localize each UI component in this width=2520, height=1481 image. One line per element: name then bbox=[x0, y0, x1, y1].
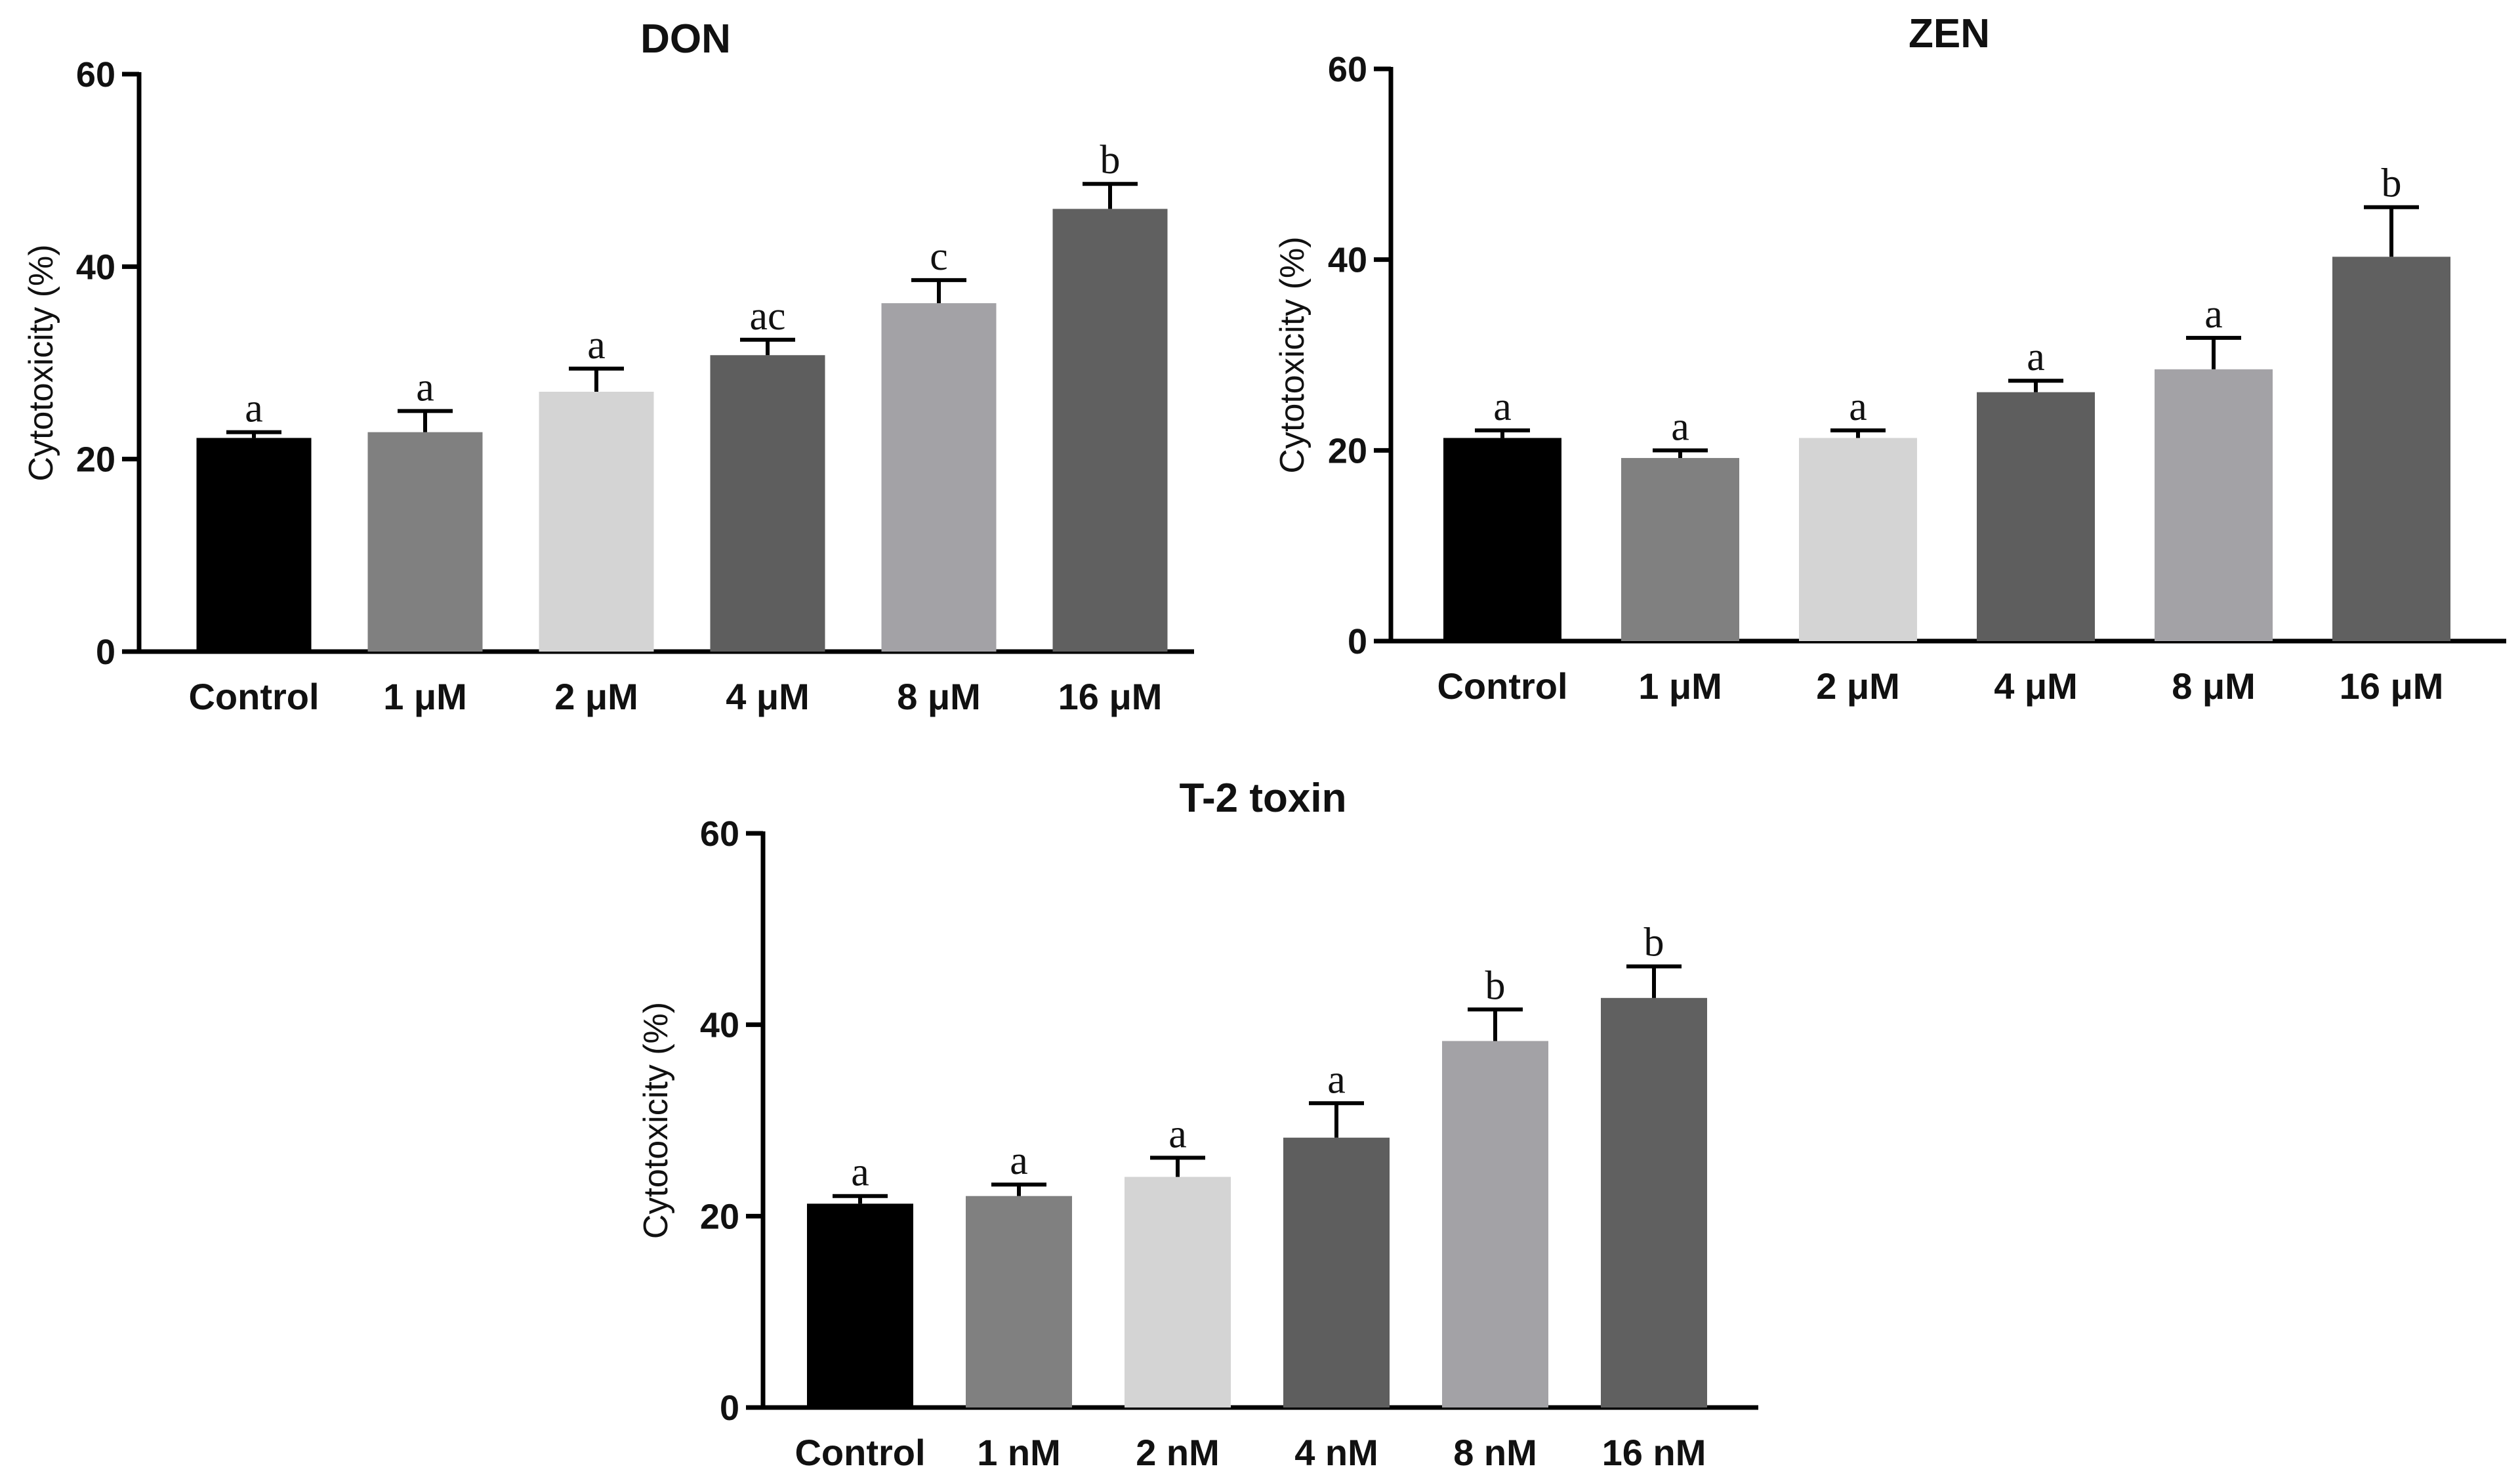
y-tick-label: 20 bbox=[76, 440, 115, 480]
y-tick-label: 0 bbox=[1348, 622, 1367, 661]
significance-label: a bbox=[1010, 1138, 1028, 1183]
x-tick-label: 8 μM bbox=[2172, 665, 2256, 707]
significance-label: a bbox=[1849, 385, 1867, 429]
x-tick-label: Control bbox=[795, 1432, 925, 1473]
x-tick-label: 16 μM bbox=[2340, 665, 2444, 707]
x-tick-label: 16 μM bbox=[1058, 676, 1163, 717]
x-tick-label: 2 nM bbox=[1136, 1432, 1220, 1473]
significance-label: a bbox=[245, 386, 263, 431]
bar bbox=[2155, 369, 2273, 641]
significance-label: a bbox=[1671, 404, 1689, 449]
y-tick-label: 60 bbox=[76, 55, 115, 94]
y-axis-label: Cytotoxicity (%) bbox=[1273, 236, 1312, 473]
bar bbox=[966, 1196, 1072, 1408]
significance-label: b bbox=[2382, 161, 2402, 206]
bar bbox=[1125, 1177, 1231, 1408]
bar bbox=[1799, 438, 1917, 641]
bar bbox=[1283, 1137, 1390, 1408]
bar bbox=[2332, 257, 2450, 642]
significance-label: a bbox=[1493, 385, 1512, 429]
y-tick-label: 0 bbox=[96, 633, 115, 672]
y-tick-label: 60 bbox=[700, 814, 739, 854]
bar bbox=[710, 355, 825, 652]
bar bbox=[1443, 438, 1561, 641]
x-tick-label: 16 nM bbox=[1602, 1432, 1706, 1473]
bar bbox=[881, 303, 997, 652]
x-tick-label: 4 μM bbox=[1994, 665, 2078, 707]
x-tick-label: 2 μM bbox=[554, 676, 638, 717]
significance-label: a bbox=[587, 323, 606, 367]
x-tick-label: Control bbox=[1437, 665, 1567, 707]
bar bbox=[1621, 457, 1739, 641]
significance-label: b bbox=[1644, 921, 1664, 965]
significance-label: a bbox=[2204, 292, 2223, 337]
y-tick-label: 40 bbox=[76, 247, 115, 287]
x-tick-label: 1 μM bbox=[383, 676, 467, 717]
significance-label: ac bbox=[749, 294, 785, 339]
x-tick-label: 8 μM bbox=[897, 676, 981, 717]
bar bbox=[196, 438, 312, 652]
bar bbox=[807, 1203, 913, 1408]
bar bbox=[1442, 1041, 1548, 1408]
chart-title: ZEN bbox=[1909, 11, 1990, 56]
significance-label: a bbox=[416, 365, 434, 409]
chart-panel-0: DON Cytotoxicity (%) 0 20 40 60 a Control a 1 μM a… bbox=[22, 16, 1194, 717]
y-axis-label: Cytotoxicity (%) bbox=[22, 244, 60, 481]
bar bbox=[1601, 997, 1707, 1408]
y-tick-label: 20 bbox=[700, 1197, 739, 1236]
y-tick-label: 60 bbox=[1328, 50, 1367, 89]
x-tick-label: 4 nM bbox=[1294, 1432, 1378, 1473]
significance-label: a bbox=[1327, 1057, 1346, 1102]
bar bbox=[1977, 392, 2095, 641]
y-tick-label: 40 bbox=[700, 1006, 739, 1045]
significance-label: a bbox=[2027, 335, 2045, 379]
significance-label: b bbox=[1100, 138, 1121, 182]
y-tick-label: 40 bbox=[1328, 241, 1367, 280]
chart-panel-1: ZEN Cytotoxicity (%) 0 20 40 60 a Control a 1 μM a… bbox=[1273, 11, 2506, 707]
chart-title: DON bbox=[640, 16, 731, 62]
x-tick-label: 1 μM bbox=[1638, 665, 1722, 707]
x-tick-label: 1 nM bbox=[977, 1432, 1061, 1473]
chart-panel-2: T-2 toxin Cytotoxicity (%) 0 20 40 60 a Control… bbox=[637, 776, 1758, 1473]
bar bbox=[367, 432, 483, 652]
significance-label: a bbox=[851, 1150, 869, 1195]
x-tick-label: 4 μM bbox=[726, 676, 810, 717]
y-tick-label: 20 bbox=[1328, 431, 1367, 470]
bar bbox=[1052, 209, 1168, 652]
significance-label: a bbox=[1168, 1112, 1187, 1156]
bar bbox=[539, 392, 654, 652]
x-tick-label: 8 nM bbox=[1453, 1432, 1537, 1473]
significance-label: c bbox=[930, 234, 948, 279]
y-tick-label: 0 bbox=[720, 1388, 739, 1428]
significance-label: b bbox=[1485, 963, 1506, 1008]
x-tick-label: Control bbox=[188, 676, 319, 717]
y-axis-label: Cytotoxicity (%) bbox=[637, 1002, 675, 1239]
x-tick-label: 2 μM bbox=[1816, 665, 1900, 707]
chart-title: T-2 toxin bbox=[1180, 776, 1347, 821]
